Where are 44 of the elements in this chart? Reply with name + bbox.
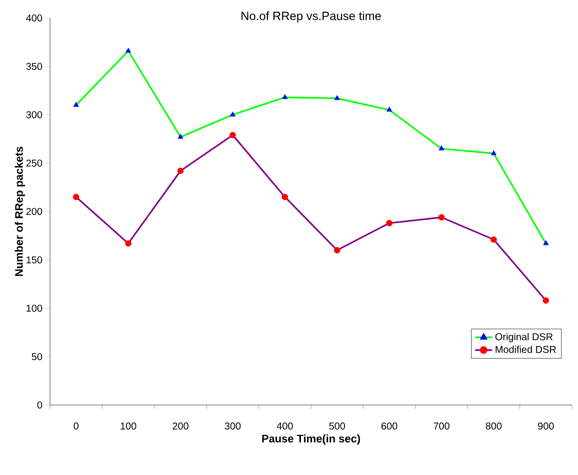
y-tick-label: 50 [32,353,42,360]
point [125,240,132,247]
x-tick-label: 600 [381,422,398,430]
point [72,194,80,200]
point [543,240,549,246]
x-tick-label: 300 [224,422,241,430]
point [334,95,340,100]
legend-label: Original DSR [495,332,553,342]
point [126,48,132,53]
y-axis-title: Number of RRep packets [14,146,26,276]
point [282,94,288,100]
point [386,106,392,112]
point [282,194,288,200]
point [490,236,497,243]
x-tick-label: 900 [538,422,554,430]
x-tick-label: 100 [120,422,136,430]
point [177,168,184,174]
x-tick-label: 200 [172,422,188,430]
point [542,297,550,304]
x-tick-label: 700 [434,422,450,430]
point [438,214,445,220]
legend-label: Modified DSR [496,346,556,353]
point [73,102,79,107]
x-tick-label: 800 [486,422,502,430]
y-tick-label: 200 [26,208,42,216]
y-tick-label: 350 [26,62,42,70]
chart-title: No.of RRep vs.Pause time [242,11,381,23]
point [230,132,236,138]
point [438,145,444,150]
y-tick-label: 250 [26,160,42,167]
y-tick-label: 100 [26,304,42,312]
y-tick-label: 150 [26,256,42,264]
x-tick-label: 0 [74,422,78,430]
point [386,220,392,226]
point [334,247,340,254]
point [230,112,236,116]
x-tick-label: 500 [329,422,346,430]
point [490,150,496,156]
y-tick-label: 400 [26,14,42,22]
x-axis-title: Pause Time(in sec) [262,434,360,445]
y-tick-label: 0 [37,401,42,409]
point [178,134,184,139]
x-tick-label: 400 [276,422,293,430]
y-tick-label: 300 [26,111,42,118]
